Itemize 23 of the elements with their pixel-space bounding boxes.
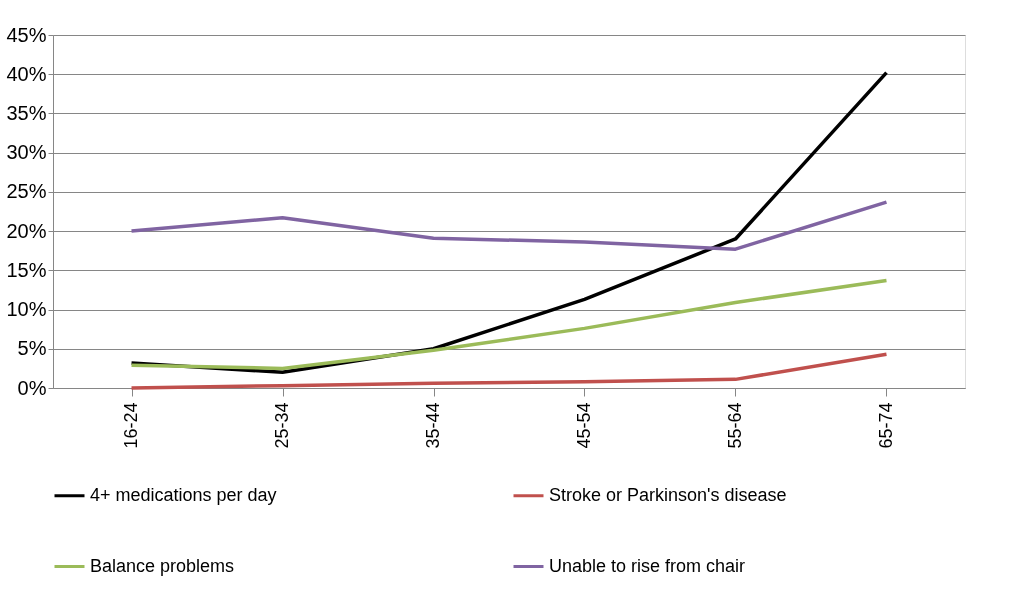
y-tick-label: 5%: [17, 337, 47, 360]
y-tick-label: 20%: [6, 219, 47, 242]
legend-label: Unable to rise from chair: [549, 555, 746, 576]
x-tick-label: 35-44: [423, 402, 443, 449]
y-tick-label: 0%: [17, 376, 47, 399]
x-tick-label: 16-24: [121, 402, 142, 449]
y-tick-label: 10%: [6, 298, 47, 321]
legend-label: 4+ medications per day: [90, 484, 277, 505]
y-tick-label: 45%: [6, 23, 47, 46]
y-tick-label: 15%: [6, 258, 47, 281]
line-series: [129, 352, 889, 390]
legend-label: Stroke or Parkinson's disease: [549, 484, 787, 505]
x-tick-label: 25-34: [272, 402, 293, 449]
y-tick-label: 30%: [6, 141, 47, 164]
line-series: [129, 200, 889, 251]
y-tick-label: 35%: [6, 101, 47, 124]
y-tick-label: 25%: [6, 180, 47, 203]
x-tick-label: 45-54: [574, 402, 594, 449]
line-series: [129, 278, 889, 371]
x-tick-label: 65-74: [875, 402, 896, 449]
y-tick-label: 40%: [6, 62, 47, 85]
legend-label: Balance problems: [90, 555, 235, 576]
x-tick-label: 55-64: [724, 402, 745, 449]
